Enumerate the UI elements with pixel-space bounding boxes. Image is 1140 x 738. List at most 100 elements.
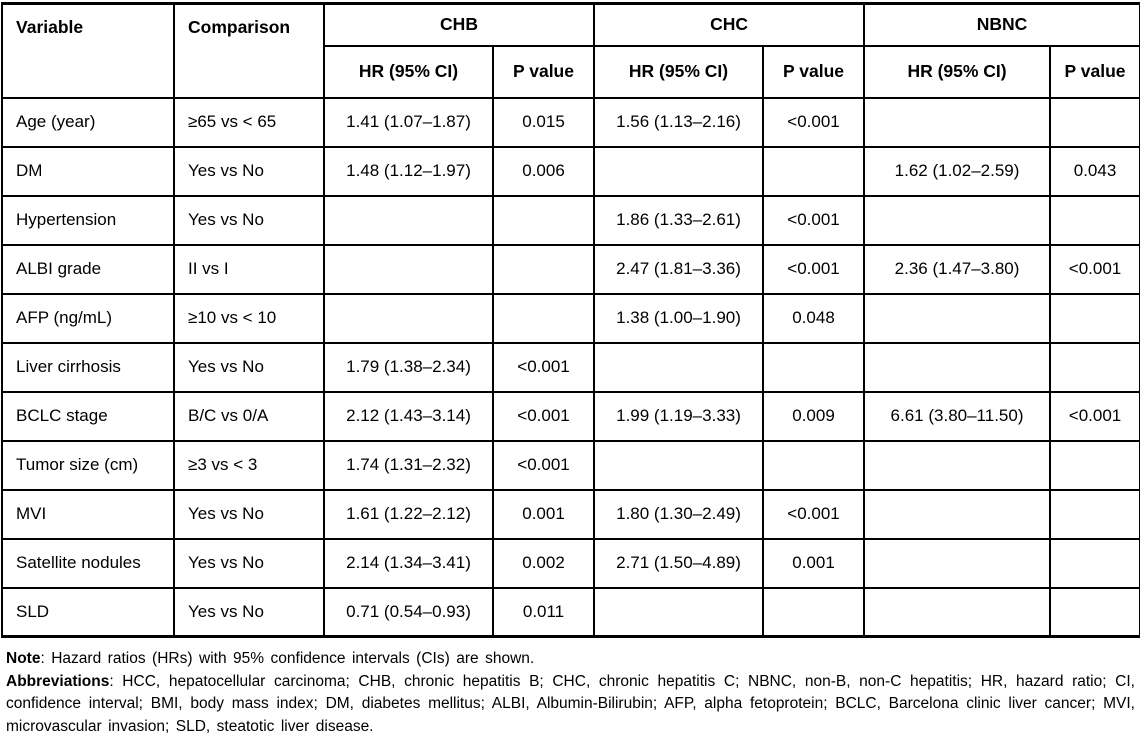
cell-nbnc-p [1050, 441, 1140, 490]
cell-chb-p: <0.001 [493, 392, 594, 441]
cell-chb-p: 0.006 [493, 147, 594, 196]
cell-nbnc-hr [864, 490, 1050, 539]
cell-nbnc-p [1050, 539, 1140, 588]
cell-chb-p [493, 294, 594, 343]
cell-chb-p: <0.001 [493, 441, 594, 490]
group-header-chb: CHB [324, 4, 594, 46]
cell-chb-p: 0.002 [493, 539, 594, 588]
cell-chb-p: <0.001 [493, 343, 594, 392]
cell-chc-p [763, 588, 864, 637]
cell-chc-p: <0.001 [763, 245, 864, 294]
cell-comparison: Yes vs No [174, 490, 324, 539]
cell-nbnc-p [1050, 343, 1140, 392]
cell-chb-hr [324, 196, 493, 245]
cell-chc-hr: 2.71 (1.50–4.89) [594, 539, 763, 588]
cell-comparison: ≥3 vs < 3 [174, 441, 324, 490]
note-text: : Hazard ratios (HRs) with 95% confidenc… [40, 650, 534, 667]
cell-variable: Liver cirrhosis [2, 343, 174, 392]
cell-variable: Satellite nodules [2, 539, 174, 588]
cell-chc-hr: 1.80 (1.30–2.49) [594, 490, 763, 539]
cell-nbnc-hr: 6.61 (3.80–11.50) [864, 392, 1050, 441]
col-header-chc-hr: HR (95% CI) [594, 46, 763, 98]
cell-nbnc-hr [864, 98, 1050, 147]
cell-comparison: Yes vs No [174, 196, 324, 245]
abbreviations-text: : HCC, hepatocellular carcinoma; CHB, ch… [6, 673, 1135, 735]
cell-chc-hr [594, 588, 763, 637]
cell-chb-hr [324, 294, 493, 343]
cell-nbnc-p [1050, 588, 1140, 637]
note-line: Note: Hazard ratios (HRs) with 95% confi… [6, 648, 1135, 671]
cell-chc-hr: 1.99 (1.19–3.33) [594, 392, 763, 441]
cell-nbnc-hr [864, 588, 1050, 637]
cell-variable: BCLC stage [2, 392, 174, 441]
hazard-ratio-table: Variable Comparison CHB CHC NBNC HR (95%… [1, 2, 1140, 638]
table-header: Variable Comparison CHB CHC NBNC HR (95%… [2, 4, 1140, 98]
cell-chb-hr: 0.71 (0.54–0.93) [324, 588, 493, 637]
abbreviations-label: Abbreviations [6, 673, 109, 690]
cell-nbnc-hr [864, 196, 1050, 245]
group-header-nbnc: NBNC [864, 4, 1140, 46]
cell-chc-p: <0.001 [763, 490, 864, 539]
cell-chb-hr: 2.14 (1.34–3.41) [324, 539, 493, 588]
cell-nbnc-p: 0.043 [1050, 147, 1140, 196]
cell-chc-hr: 1.56 (1.13–2.16) [594, 98, 763, 147]
col-header-chb-p: P value [493, 46, 594, 98]
cell-chb-p: 0.001 [493, 490, 594, 539]
cell-chc-p: 0.009 [763, 392, 864, 441]
group-header-chc: CHC [594, 4, 864, 46]
cell-chc-p [763, 147, 864, 196]
cell-nbnc-hr [864, 539, 1050, 588]
cell-chb-hr: 1.41 (1.07–1.87) [324, 98, 493, 147]
cell-chb-hr: 1.79 (1.38–2.34) [324, 343, 493, 392]
cell-nbnc-hr: 2.36 (1.47–3.80) [864, 245, 1050, 294]
cell-variable: Age (year) [2, 98, 174, 147]
cell-chb-p: 0.015 [493, 98, 594, 147]
cell-chb-p [493, 245, 594, 294]
cell-variable: Tumor size (cm) [2, 441, 174, 490]
cell-variable: SLD [2, 588, 174, 637]
cell-chc-p: <0.001 [763, 98, 864, 147]
cell-chc-p: 0.001 [763, 539, 864, 588]
cell-nbnc-hr: 1.62 (1.02–2.59) [864, 147, 1050, 196]
cell-chb-hr: 2.12 (1.43–3.14) [324, 392, 493, 441]
cell-nbnc-p [1050, 196, 1140, 245]
cell-variable: AFP (ng/mL) [2, 294, 174, 343]
cell-chb-hr: 1.48 (1.12–1.97) [324, 147, 493, 196]
cell-chb-p: 0.011 [493, 588, 594, 637]
cell-chb-p [493, 196, 594, 245]
cell-variable: Hypertension [2, 196, 174, 245]
cell-comparison: Yes vs No [174, 147, 324, 196]
abbreviations-line: Abbreviations: HCC, hepatocellular carci… [6, 671, 1135, 738]
cell-comparison: Yes vs No [174, 588, 324, 637]
cell-chc-hr [594, 441, 763, 490]
cell-chc-p [763, 343, 864, 392]
col-header-comparison: Comparison [174, 4, 324, 98]
cell-chc-p [763, 441, 864, 490]
cell-nbnc-p: <0.001 [1050, 392, 1140, 441]
cell-nbnc-hr [864, 441, 1050, 490]
cell-variable: MVI [2, 490, 174, 539]
cell-nbnc-hr [864, 294, 1050, 343]
cell-chb-hr: 1.74 (1.31–2.32) [324, 441, 493, 490]
col-header-nbnc-hr: HR (95% CI) [864, 46, 1050, 98]
cell-comparison: ≥65 vs < 65 [174, 98, 324, 147]
cell-comparison: ≥10 vs < 10 [174, 294, 324, 343]
cell-chb-hr [324, 245, 493, 294]
cell-comparison: Yes vs No [174, 539, 324, 588]
cell-variable: ALBI grade [2, 245, 174, 294]
col-header-chb-hr: HR (95% CI) [324, 46, 493, 98]
cell-nbnc-hr [864, 343, 1050, 392]
cell-chc-hr [594, 343, 763, 392]
col-header-variable: Variable [2, 4, 174, 98]
note-label: Note [6, 650, 40, 667]
cell-chc-hr: 1.38 (1.00–1.90) [594, 294, 763, 343]
cell-chc-hr: 2.47 (1.81–3.36) [594, 245, 763, 294]
cell-chc-hr [594, 147, 763, 196]
